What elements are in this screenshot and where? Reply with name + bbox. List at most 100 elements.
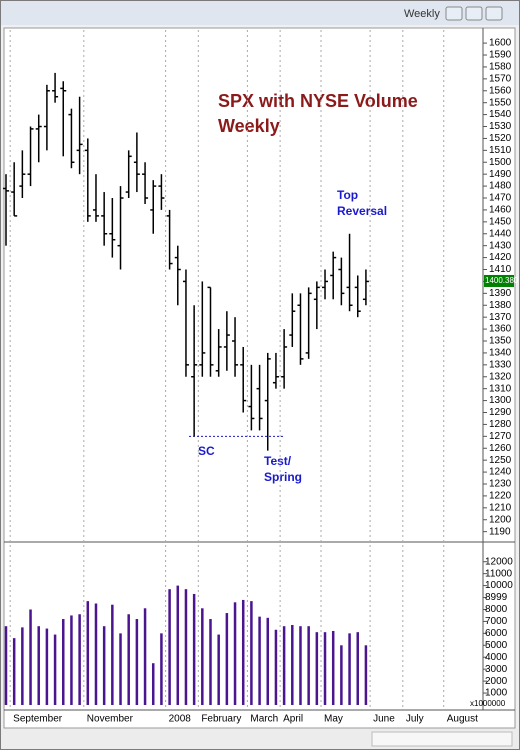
volume-bar [299, 626, 302, 705]
annotation: SC [198, 444, 215, 458]
y-tick-label: 1490 [489, 169, 512, 180]
y-tick-label: 1410 [489, 264, 512, 275]
y-tick-label: 2000 [485, 676, 508, 687]
y-tick-label: 1470 [489, 193, 512, 204]
y-tick-label: 1250 [489, 455, 512, 466]
volume-bar [160, 633, 163, 705]
y-tick-label: 1290 [489, 407, 512, 418]
volume-bar [233, 602, 237, 705]
volume-bar [201, 608, 204, 705]
volume-bar [94, 603, 98, 705]
y-tick-label: 1510 [489, 145, 512, 156]
chart-title: Weekly [218, 116, 280, 136]
volume-bar [282, 626, 286, 705]
y-tick-label: 12000 [485, 556, 513, 567]
y-tick-label: 1320 [489, 371, 512, 382]
y-tick-label: 1360 [489, 324, 512, 335]
y-tick-label: 4000 [485, 652, 508, 663]
volume-bar [62, 619, 65, 705]
y-tick-label: 1190 [489, 526, 511, 537]
volume-bar [291, 625, 294, 705]
volume-bar [127, 614, 130, 705]
y-tick-label: 1240 [489, 467, 512, 478]
volume-bar [258, 616, 261, 705]
y-tick-label: 1230 [489, 479, 512, 490]
annotation: Spring [264, 470, 302, 484]
x-tick-label: April [283, 714, 303, 725]
x-tick-label: 2008 [169, 714, 192, 725]
volume-bar [250, 601, 253, 705]
volume-bar [192, 593, 196, 705]
volume-bar [217, 634, 220, 705]
chart-title: SPX with NYSE Volume [218, 91, 418, 111]
volume-bar [151, 663, 155, 705]
volume-bar [307, 626, 310, 705]
volume-bar [348, 633, 351, 705]
y-tick-label: 1500 [489, 157, 512, 168]
y-tick-label: 1390 [489, 288, 512, 299]
title-bar [1, 1, 519, 25]
window-title: Weekly [404, 8, 440, 20]
volume-bar [4, 626, 8, 705]
y-tick-label: 1430 [489, 240, 512, 251]
y-tick-label: 1590 [489, 50, 512, 61]
last-price-box [484, 274, 514, 287]
x-tick-label: March [250, 714, 278, 725]
volume-bar [70, 615, 73, 705]
y-tick-label: 1330 [489, 359, 512, 370]
y-tick-label: 8000 [485, 604, 508, 615]
volume-bar [21, 627, 24, 705]
y-tick-label: 1350 [489, 336, 512, 347]
y-tick-label: 1480 [489, 181, 512, 192]
y-tick-label: 1220 [489, 491, 512, 502]
annotation: Top [337, 188, 358, 202]
y-tick-label: 1440 [489, 228, 512, 239]
maximize-button[interactable] [465, 6, 483, 21]
y-tick-label: 1550 [489, 97, 512, 108]
y-tick-label: 1370 [489, 312, 512, 323]
volume-bar [184, 589, 188, 705]
y-tick-label: 1270 [489, 431, 512, 442]
x-tick-label: September [13, 714, 63, 725]
x-tick-label: June [373, 714, 395, 725]
volume-bar [78, 614, 81, 705]
y-tick-label: 1580 [489, 62, 512, 73]
last-price-label: 1400.380 [485, 276, 519, 285]
volume-bar [331, 630, 335, 705]
y-tick-label: 1530 [489, 121, 512, 132]
volume-bar [29, 609, 32, 705]
y-tick-label: 3000 [485, 664, 508, 675]
volume-bar [143, 608, 147, 705]
y-tick-label: 1600 [489, 38, 512, 49]
minimize-button[interactable] [445, 6, 463, 21]
volume-bar [86, 601, 90, 705]
volume-bar [12, 638, 16, 705]
y-tick-label: 1210 [489, 502, 512, 513]
y-tick-label: 7000 [485, 616, 508, 627]
y-tick-label: 1380 [489, 300, 512, 311]
close-button[interactable] [485, 6, 503, 21]
y-tick-label: 1260 [489, 443, 512, 454]
volume-bar [364, 645, 368, 705]
x-tick-label: May [324, 714, 343, 725]
y-tick-label: 1280 [489, 419, 512, 430]
volume-bar [102, 626, 106, 705]
volume-bar [168, 589, 171, 705]
y-tick-label: 1450 [489, 216, 512, 227]
volume-bar [37, 626, 40, 705]
toolbar-buttons[interactable] [371, 731, 513, 747]
volume-bar [356, 632, 359, 705]
y-tick-label: 5000 [485, 640, 508, 651]
volume-bar [323, 632, 327, 705]
volume-bar [315, 632, 319, 705]
y-tick-label: 6000 [485, 628, 508, 639]
y-tick-label: 1420 [489, 252, 512, 263]
x-tick-label: August [447, 714, 478, 725]
y-tick-label: 1560 [489, 85, 512, 96]
y-tick-label: 11000 [485, 568, 513, 579]
annotation: Reversal [337, 204, 387, 218]
volume-bar [209, 619, 212, 705]
y-tick-label: 1570 [489, 73, 512, 84]
y-tick-label: 1000 [485, 688, 508, 699]
